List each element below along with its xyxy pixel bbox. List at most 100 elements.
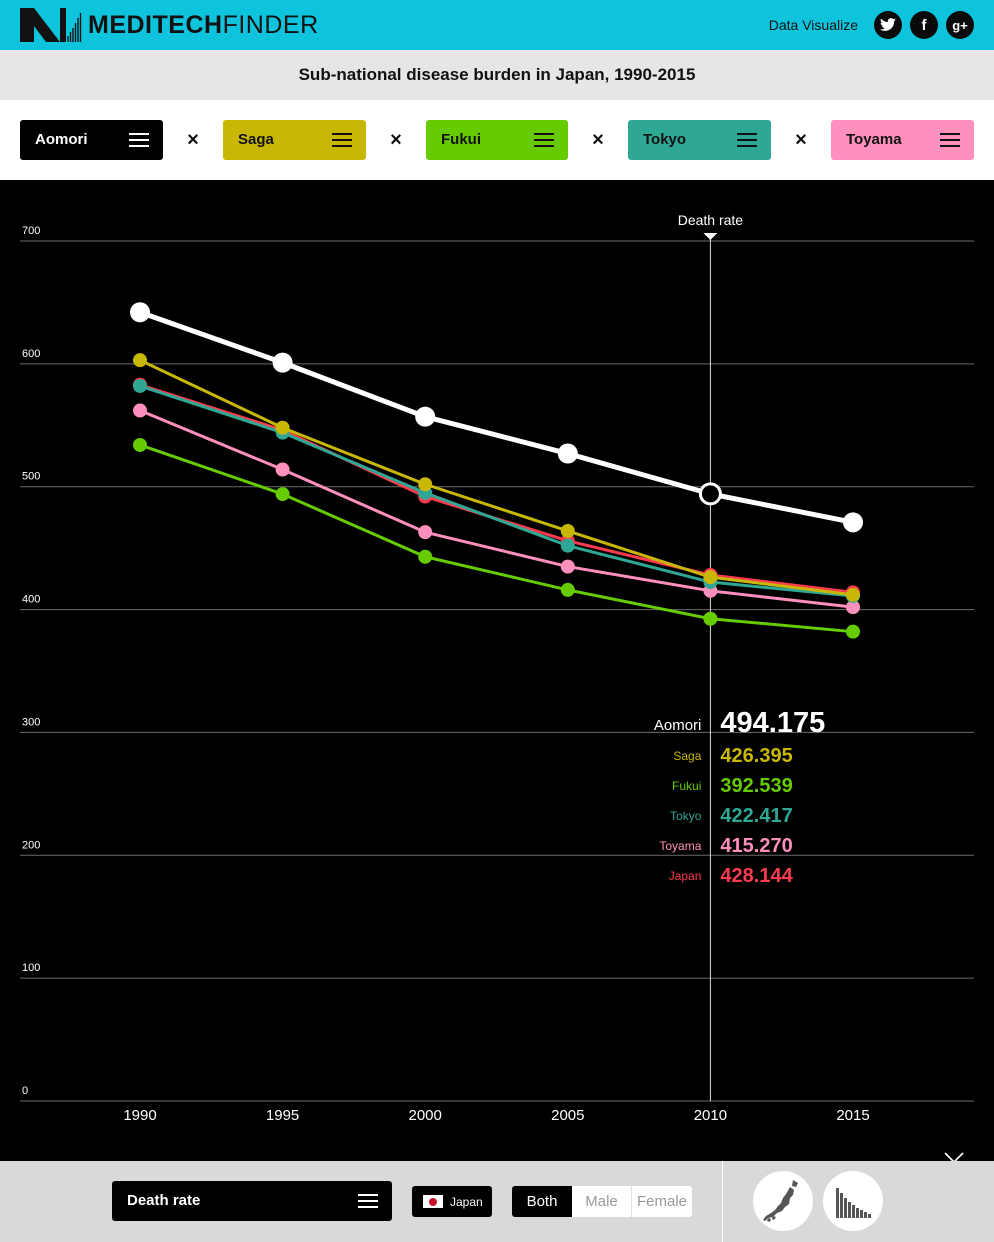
menu-icon[interactable] [940, 133, 960, 147]
sex-toggle-female[interactable]: Female [632, 1186, 692, 1217]
x-tick-label: 1995 [266, 1107, 299, 1124]
header-right: Data Visualize f g+ [769, 11, 974, 39]
data-point-saga [133, 353, 147, 368]
data-point-toyama [418, 525, 433, 540]
sex-toggle-both[interactable]: Both [512, 1186, 572, 1217]
region-chip-label: Fukui [441, 131, 481, 148]
menu-icon[interactable] [129, 133, 149, 147]
readout-name: Tokyo [670, 809, 702, 823]
logo-light: FINDER [222, 11, 319, 39]
series-line-japan [139, 383, 854, 594]
cursor-label: Death rate [678, 212, 744, 228]
data-point-tokyo [133, 378, 147, 393]
remove-region-icon[interactable]: × [795, 129, 807, 151]
readout-name: Fukui [672, 779, 701, 793]
data-point-aomori [557, 443, 578, 464]
region-chip-aomori[interactable]: Aomori [20, 120, 163, 160]
series-line-toyama [139, 409, 854, 609]
data-point-toyama [275, 462, 290, 477]
data-point-saga [418, 477, 433, 492]
facebook-icon[interactable]: f [910, 11, 938, 39]
readout-value: 428.144 [720, 865, 793, 887]
data-point-fukui [703, 611, 718, 626]
x-tick-label: 2010 [694, 1107, 727, 1124]
readout-name: Saga [673, 749, 701, 763]
region-chip-label: Aomori [35, 131, 88, 148]
data-point-fukui [560, 582, 575, 597]
y-tick-label: 0 [22, 1085, 28, 1097]
y-tick-label: 300 [22, 716, 40, 728]
top-header: MEDITECHFINDER Data Visualize f g+ [0, 0, 994, 50]
bottom-controls: Death rate Japan Both Male Female [0, 1161, 994, 1242]
divider [722, 1161, 723, 1242]
remove-region-icon[interactable]: × [187, 129, 199, 151]
google-plus-icon[interactable]: g+ [946, 11, 974, 39]
chart-area: 0 100 200 300 400 500 600 700 1990 1995 2000 2005 20… [0, 180, 994, 1162]
x-tick-label: 2015 [836, 1107, 869, 1124]
menu-icon[interactable] [534, 133, 554, 147]
remove-region-icon[interactable]: × [592, 129, 604, 151]
y-tick-label: 600 [22, 348, 40, 360]
page-title: Sub-national disease burden in Japan, 19… [0, 50, 994, 100]
remove-region-icon[interactable]: × [390, 129, 402, 151]
x-tick-label: 2000 [409, 1107, 442, 1124]
country-button[interactable]: Japan [412, 1186, 492, 1217]
data-point-saga [275, 420, 290, 435]
logo-mark-icon [20, 8, 82, 42]
data-point-toyama [133, 403, 147, 418]
y-tick-label: 700 [22, 225, 40, 237]
x-tick-label: 2005 [551, 1107, 584, 1124]
y-tick-label: 500 [22, 471, 40, 483]
data-point-aomori [272, 352, 293, 373]
y-tick-label: 400 [22, 594, 40, 606]
data-point-saga [560, 523, 575, 538]
series-line-saga [139, 358, 854, 597]
readout-name: Japan [669, 869, 702, 883]
y-tick-label: 100 [22, 962, 40, 974]
menu-icon[interactable] [332, 133, 352, 147]
data-visualize-link[interactable]: Data Visualize [768, 17, 858, 33]
data-point-aomori [843, 512, 863, 533]
menu-icon[interactable] [737, 133, 757, 147]
region-selector-bar: Aomori × Saga × Fukui × Tokyo × Toyama [0, 100, 994, 180]
readout-value: 392.539 [720, 775, 792, 797]
bar-chart-view-button[interactable] [823, 1171, 883, 1231]
menu-icon[interactable] [358, 1194, 378, 1208]
data-point-toyama [560, 559, 575, 574]
twitter-icon[interactable] [874, 11, 902, 39]
japan-map-icon [763, 1180, 798, 1222]
data-point-aomori [698, 482, 722, 506]
country-label: Japan [450, 1194, 483, 1209]
region-chip-label: Saga [238, 131, 274, 148]
line-chart[interactable]: 0 100 200 300 400 500 600 700 1990 1995 2000 2005 20… [0, 180, 994, 1162]
region-chip-saga[interactable]: Saga [223, 120, 366, 160]
metric-select-label: Death rate [127, 1192, 201, 1209]
readout-value: 415.270 [720, 835, 792, 857]
readout-name: Toyama [659, 839, 701, 853]
readout-value: 494.175 [720, 707, 825, 739]
data-point-toyama [846, 600, 860, 615]
data-point-fukui [418, 549, 433, 564]
data-point-saga [846, 587, 860, 602]
region-chip-toyama[interactable]: Toyama [831, 120, 974, 160]
region-chip-label: Tokyo [643, 131, 687, 148]
region-chip-fukui[interactable]: Fukui [426, 120, 568, 160]
data-point-tokyo [560, 538, 575, 553]
series-line-fukui [139, 443, 854, 634]
readout-value: 422.417 [720, 805, 792, 827]
readout-name: Aomori [654, 717, 702, 734]
cursor-marker-icon [703, 233, 718, 240]
data-point-aomori [415, 406, 436, 427]
y-tick-label: 200 [22, 839, 40, 851]
series-line-tokyo [139, 384, 854, 598]
x-tick-label: 1990 [123, 1107, 156, 1124]
sex-toggle-male[interactable]: Male [572, 1186, 632, 1217]
japan-flag-icon [423, 1195, 443, 1208]
map-view-button[interactable] [753, 1171, 813, 1231]
logo[interactable]: MEDITECHFINDER [20, 8, 319, 42]
data-point-aomori [130, 302, 150, 323]
metric-select[interactable]: Death rate [112, 1181, 392, 1221]
logo-bold: MEDITECH [88, 11, 223, 39]
region-chip-tokyo[interactable]: Tokyo [628, 120, 771, 160]
